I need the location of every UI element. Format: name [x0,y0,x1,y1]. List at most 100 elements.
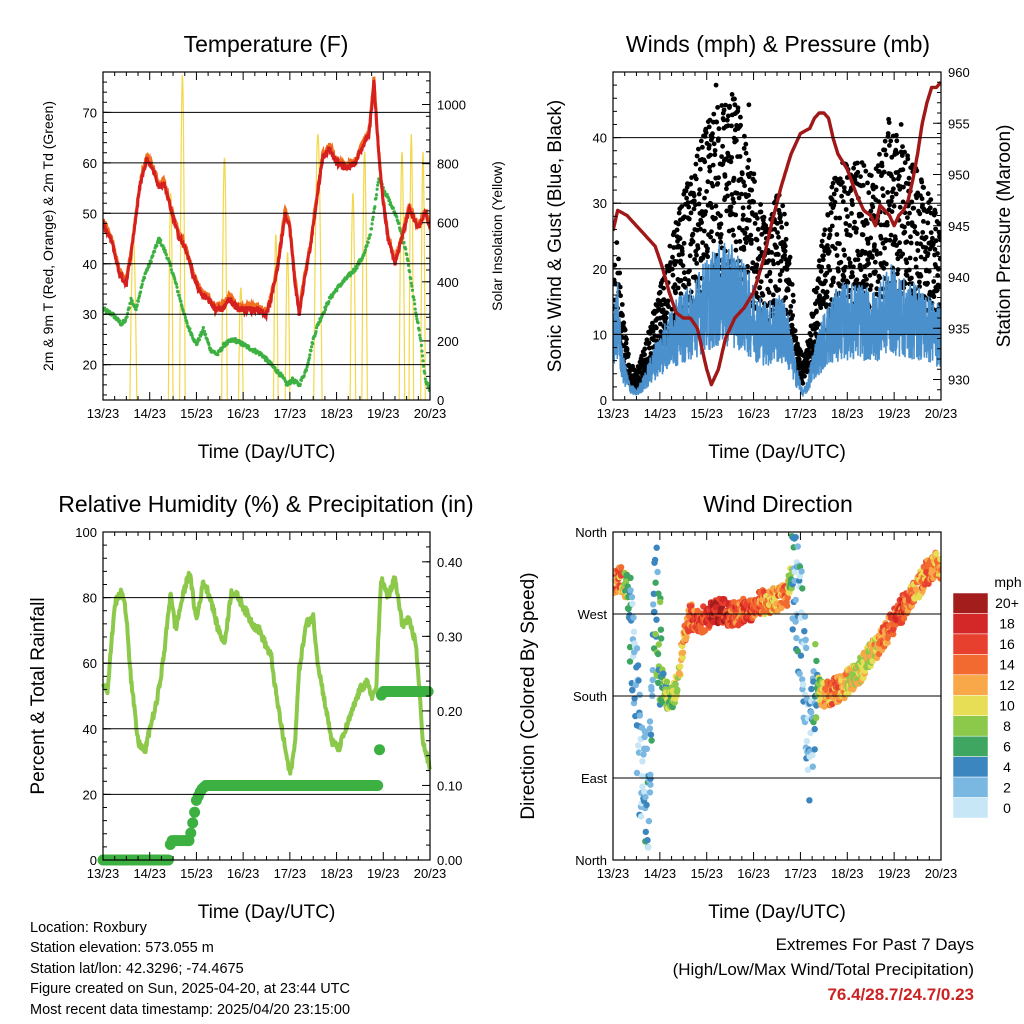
gust-point [904,260,910,266]
gust-point [919,179,925,185]
gust-point [710,183,716,189]
gust-point [734,190,740,196]
gust-point [790,292,796,298]
gust-point [717,225,722,230]
direction-point [643,745,650,752]
gust-point [813,289,819,295]
gust-point [719,154,724,160]
panel-title: Relative Humidity (%) & Precipitation (i… [58,491,473,517]
x-tick-label: 16/23 [737,406,770,421]
direction-point [797,652,805,659]
gust-point [725,193,730,199]
extremes-box: Extremes For Past 7 Days (High/Low/Max W… [673,932,974,1007]
gust-point [836,268,841,274]
legend-label: 8 [1003,718,1011,734]
solar-pulse [221,157,228,400]
gust-point [870,255,875,260]
gust-point [937,256,941,262]
gust-point [827,232,833,238]
gust-point [743,141,749,147]
gust-point [621,320,627,326]
dewpoint-point [178,296,182,300]
gust-point [696,201,702,207]
gust-point [789,322,795,328]
dewpoint-point [414,311,418,315]
y-tick-label: 40 [83,257,97,272]
gust-point [659,302,665,308]
direction-point [648,683,655,691]
gust-point [683,188,689,194]
gust-point [686,281,692,287]
gust-point [921,219,926,224]
gust-point [713,215,718,221]
direction-point [683,633,690,641]
direction-point [792,596,799,604]
legend-swatch [952,613,989,635]
gust-point [701,228,707,234]
gust-point [761,214,767,220]
gust-point [814,308,819,314]
gust-point [721,117,727,123]
panel-title: Temperature (F) [184,31,349,57]
y-right-tick-label: 1000 [437,98,466,113]
direction-point [812,641,819,648]
dewpoint-point [376,183,380,187]
solar-pulse [398,151,406,400]
gust-point [843,221,849,226]
gust-point [737,239,743,244]
gust-point [733,247,739,253]
gust-point [858,174,863,180]
gust-point [713,82,719,88]
gust-point [917,279,922,285]
legend-swatch [952,756,989,778]
gust-point [891,203,897,209]
plot-area [613,81,941,397]
dewpoint-point [155,244,159,248]
y-right-tick-label: 0.10 [437,778,462,793]
gust-point [780,203,786,209]
gust-point [618,293,623,299]
gust-point [681,240,687,246]
gust-point [822,227,828,233]
dewpoint-point [129,296,133,300]
gust-point [746,204,752,210]
gust-point [718,232,724,237]
gust-point [786,261,792,266]
gust-point [686,216,692,222]
gust-point [735,105,741,111]
dewpoint-point [205,337,209,342]
humidity-precip-panel: 0 20 40 60 80 100 0.00 0.10 0.20 0.30 0.40 13/23 14/… [28,491,474,923]
gust-point [672,282,678,288]
x-tick-label: 15/23 [690,866,723,881]
gust-point [720,143,725,149]
dewpoint-point [183,315,188,320]
gust-point [693,161,699,167]
dewpoint-point [309,349,313,353]
direction-point [627,587,634,594]
gust-point [847,223,852,228]
gust-point [920,230,926,235]
dewpoint-point [406,263,411,267]
gust-point [859,213,864,218]
gust-point [902,224,907,230]
gust-point [900,251,906,257]
dewpoint-point [372,210,376,214]
gust-point [898,122,904,127]
direction-point [792,618,799,625]
wind-line [613,242,941,397]
gust-point [613,262,618,268]
dewpoint-point [417,328,421,332]
gust-point [679,204,685,209]
y-right-tick-label: 400 [437,275,459,290]
gust-point [785,287,791,293]
direction-point [642,793,649,801]
y-right-tick-label: 0.20 [437,704,462,719]
gust-point [887,143,892,148]
gust-point [852,219,857,225]
gust-point [850,273,856,279]
gust-point [707,168,713,174]
gust-point [728,204,734,210]
gust-point [753,212,759,218]
gust-point [865,180,870,186]
created-text: Figure created on Sun, 2025-04-20, at 23… [30,981,350,998]
